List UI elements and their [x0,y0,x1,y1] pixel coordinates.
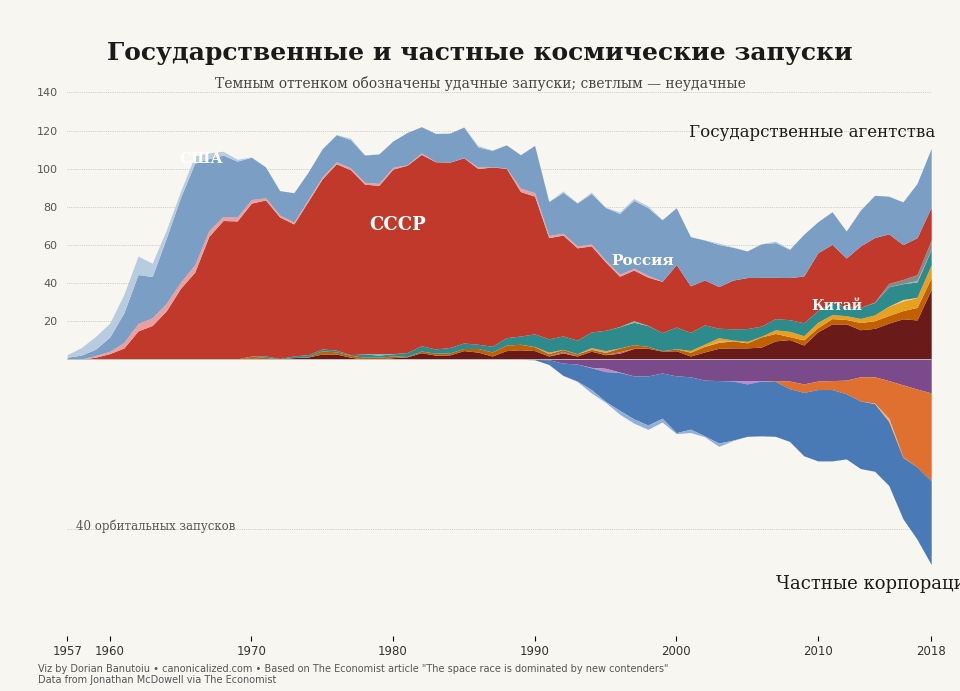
Text: Темным оттенком обозначены удачные запуски; светлым — неудачные: Темным оттенком обозначены удачные запус… [215,76,745,91]
Text: Viz by Dorian Banutoiu • canonicalized.com • Based on The Economist article "The: Viz by Dorian Banutoiu • canonicalized.c… [38,664,669,674]
Text: Россия: Россия [612,254,674,268]
Text: Частные корпорации: Частные корпорации [776,575,960,593]
Text: Государственные агентства: Государственные агентства [689,124,936,142]
Text: США: США [180,152,224,166]
Text: СССР: СССР [370,216,426,234]
Text: Китай: Китай [811,299,862,312]
Text: Государственные и частные космические запуски: Государственные и частные космические за… [108,41,852,66]
Text: 40 орбитальных запусков: 40 орбитальных запусков [76,520,235,533]
Text: Data from Jonathan McDowell via The Economist: Data from Jonathan McDowell via The Econ… [38,676,276,685]
